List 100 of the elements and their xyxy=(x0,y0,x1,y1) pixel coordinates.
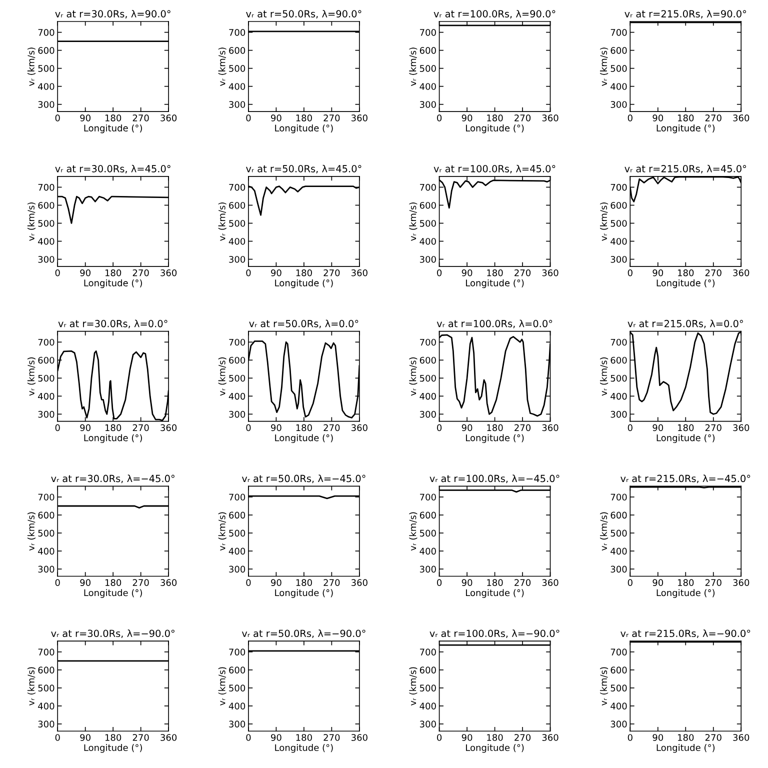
chart-title: vᵣ at r=50.0Rs, λ=0.0° xyxy=(249,320,358,328)
y-tick-label: 600 xyxy=(610,512,627,519)
y-tick-label: 600 xyxy=(610,202,627,209)
x-tick-label: 180 xyxy=(487,424,503,432)
x-tick-label: 360 xyxy=(160,734,177,741)
x-tick-label: 360 xyxy=(351,114,368,122)
x-axis-title: Longitude (°) xyxy=(84,589,142,598)
y-tick-label: 500 xyxy=(610,684,627,692)
x-tick-label: 360 xyxy=(542,734,558,741)
x-tick-label: 0 xyxy=(55,734,60,741)
x-tick-label: 90 xyxy=(652,114,664,122)
x-tick-label: 180 xyxy=(678,734,694,741)
chart-title: vᵣ at r=50.0Rs, λ=45.0° xyxy=(246,164,362,174)
y-tick-label: 700 xyxy=(610,338,627,346)
x-axis-title: Longitude (°) xyxy=(466,124,524,134)
x-tick-label: 180 xyxy=(105,269,122,276)
y-tick-label: 700 xyxy=(420,648,436,656)
x-tick-label: 270 xyxy=(132,269,149,276)
x-tick-label: 270 xyxy=(705,734,722,741)
y-tick-label: 400 xyxy=(38,83,54,90)
x-tick-label: 0 xyxy=(628,269,632,276)
x-axis-title: Longitude (°) xyxy=(656,434,715,443)
x-tick-label: 0 xyxy=(437,114,442,122)
x-axis-title: Longitude (°) xyxy=(275,744,333,753)
x-tick-label: 360 xyxy=(733,424,750,432)
y-tick-label: 500 xyxy=(229,684,246,692)
y-tick-label: 400 xyxy=(228,392,246,400)
y-tick-label: 600 xyxy=(38,666,54,674)
x-axis-title: Longitude (°) xyxy=(466,279,524,288)
x-tick-label: 0 xyxy=(437,269,442,276)
x-tick-label: 90 xyxy=(80,579,90,586)
y-tick-label: 400 xyxy=(610,238,627,245)
x-tick-label: 180 xyxy=(678,579,694,586)
y-axis-title: vᵣ (km/s) xyxy=(218,202,226,241)
x-tick-label: 0 xyxy=(628,424,632,432)
x-tick-label: 270 xyxy=(132,579,149,586)
x-tick-label: 0 xyxy=(437,579,442,586)
x-axis-title: Longitude (°) xyxy=(656,744,715,753)
x-tick-label: 0 xyxy=(246,269,251,276)
x-tick-label: 270 xyxy=(705,114,722,122)
x-tick-label: 360 xyxy=(542,579,558,586)
y-tick-label: 700 xyxy=(38,494,54,501)
x-tick-label: 270 xyxy=(132,424,149,432)
y-axis-title: vᵣ (km/s) xyxy=(218,48,226,86)
x-tick-label: 0 xyxy=(55,579,60,586)
x-tick-label: 180 xyxy=(105,579,122,586)
chart-title: vᵣ at r=50.0Rs, λ=−90.0° xyxy=(242,630,366,638)
x-tick-label: 360 xyxy=(733,114,750,122)
x-axis-title: Longitude (°) xyxy=(84,124,142,134)
x-tick-label: 180 xyxy=(678,269,694,276)
y-tick-label: 300 xyxy=(610,101,627,108)
x-tick-label: 0 xyxy=(55,424,60,432)
y-axis-title: vᵣ (km/s) xyxy=(600,357,608,396)
x-tick-label: 360 xyxy=(160,269,177,276)
y-tick-label: 400 xyxy=(610,83,627,90)
y-tick-label: 600 xyxy=(38,202,54,209)
y-axis-title: vᵣ (km/s) xyxy=(600,667,608,706)
y-tick-label: 400 xyxy=(38,392,54,400)
x-tick-label: 270 xyxy=(705,424,722,432)
x-tick-label: 270 xyxy=(514,734,531,741)
y-tick-label: 500 xyxy=(229,530,246,537)
y-tick-label: 400 xyxy=(228,238,246,245)
y-axis-title: vᵣ (km/s) xyxy=(409,667,418,706)
y-tick-label: 500 xyxy=(38,220,54,227)
y-tick-label: 700 xyxy=(420,494,436,501)
y-tick-label: 300 xyxy=(420,566,436,573)
y-tick-label: 400 xyxy=(610,548,627,555)
y-tick-label: 400 xyxy=(420,238,436,245)
x-tick-label: 360 xyxy=(160,114,177,122)
y-tick-label: 300 xyxy=(38,720,54,728)
chart-title: vᵣ at r=215.0Rs, λ=45.0° xyxy=(624,164,746,174)
y-tick-label: 700 xyxy=(38,338,54,346)
chart-title: vᵣ at r=100.0Rs, λ=−45.0° xyxy=(430,474,560,484)
y-tick-label: 300 xyxy=(229,410,246,418)
y-tick-label: 300 xyxy=(420,256,436,263)
y-axis-title: vᵣ (km/s) xyxy=(27,512,36,551)
x-tick-label: 180 xyxy=(487,269,503,276)
x-tick-label: 90 xyxy=(462,424,472,432)
chart-title: vᵣ at r=30.0Rs, λ=−90.0° xyxy=(51,630,174,638)
x-tick-label: 90 xyxy=(462,579,472,586)
x-tick-label: 180 xyxy=(296,114,312,122)
y-tick-label: 600 xyxy=(229,47,246,54)
x-tick-label: 90 xyxy=(462,269,472,276)
y-axis-title: vᵣ (km/s) xyxy=(27,202,36,241)
x-axis-title: Longitude (°) xyxy=(275,279,333,288)
x-axis-title: Longitude (°) xyxy=(275,124,333,134)
x-tick-label: 180 xyxy=(296,269,312,276)
x-tick-label: 90 xyxy=(271,269,282,276)
y-tick-label: 600 xyxy=(38,512,54,519)
y-tick-label: 700 xyxy=(420,338,436,346)
y-tick-label: 600 xyxy=(420,666,436,674)
y-tick-label: 600 xyxy=(420,356,436,364)
y-tick-label: 500 xyxy=(420,374,436,382)
x-tick-label: 0 xyxy=(437,734,442,741)
y-tick-label: 500 xyxy=(610,374,627,382)
y-tick-label: 500 xyxy=(229,374,246,382)
x-axis-title: Longitude (°) xyxy=(656,279,715,288)
y-tick-label: 300 xyxy=(420,101,436,108)
y-tick-label: 600 xyxy=(420,47,436,54)
y-tick-label: 700 xyxy=(38,29,54,36)
